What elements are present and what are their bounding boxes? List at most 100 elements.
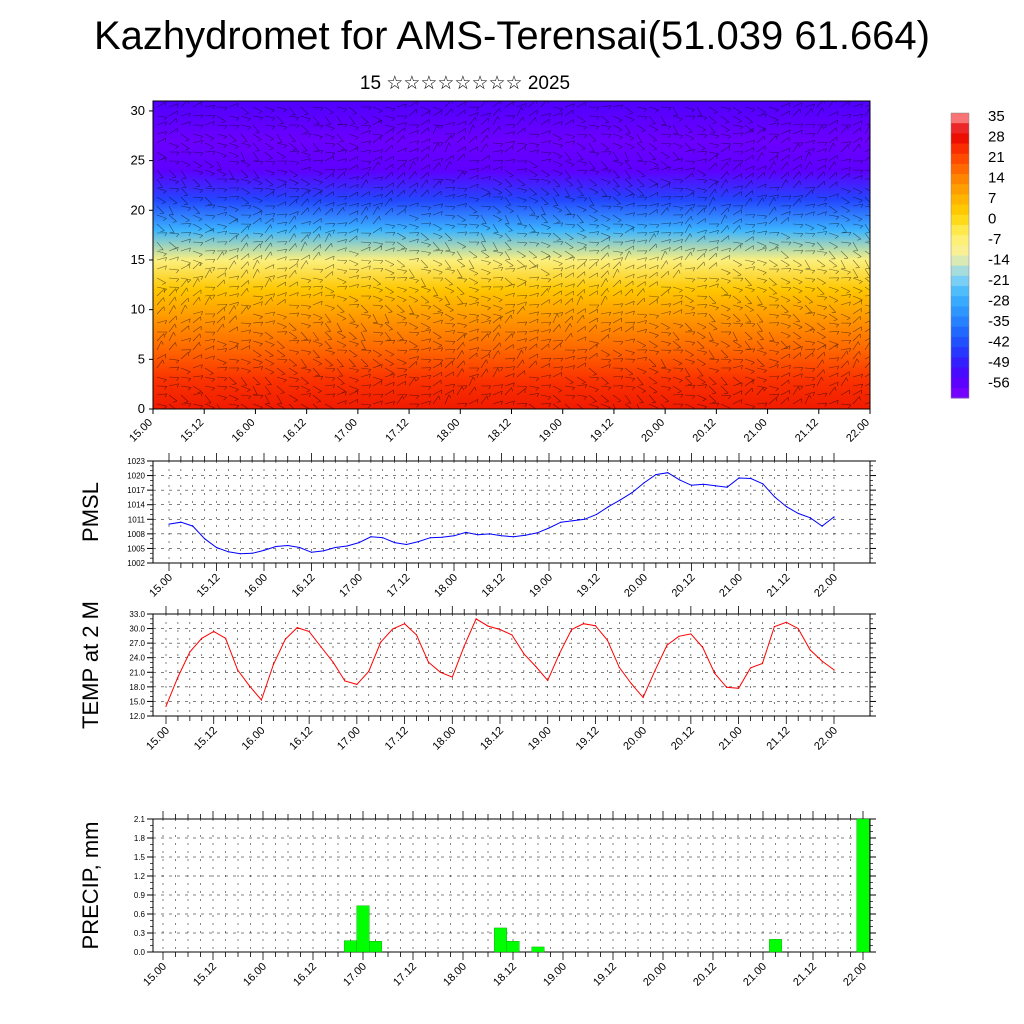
pmsl-point — [394, 542, 396, 544]
temp-x-tick-label: 17.00 — [335, 725, 363, 753]
pmsl-point — [714, 485, 716, 487]
precip-bar — [856, 818, 870, 953]
pmsl-point — [405, 543, 408, 546]
pmsl-point — [750, 477, 752, 480]
temp-x-tick-label: 16.12 — [287, 725, 315, 753]
temp-point — [451, 676, 453, 678]
temp-point — [260, 699, 263, 701]
precip-x-tick-label: 18.00 — [441, 961, 469, 989]
temp-frame — [152, 613, 871, 717]
pmsl-point — [655, 474, 657, 476]
pmsl-point — [560, 521, 562, 523]
precip-x-tick-label: 16.12 — [291, 961, 319, 989]
chart-title: Kazhydromet for AMS-Terensai(51.039 61.6… — [94, 14, 930, 58]
colorbar-swatch — [951, 387, 969, 399]
heatmap-x-tick-label: 18.12 — [486, 417, 514, 445]
pmsl-point — [358, 542, 360, 544]
pmsl-x-tick-label: 16.00 — [242, 572, 270, 600]
colorbar-swatch — [951, 153, 969, 165]
pmsl-point — [536, 532, 538, 534]
temp-point — [415, 634, 418, 636]
heatmap-x-tick-label: 20.12 — [691, 417, 719, 445]
temp-point — [392, 628, 394, 630]
precip-y-tick-label: 0.3 — [134, 929, 146, 938]
temp-point — [547, 679, 549, 682]
precip-bar — [531, 946, 545, 953]
heatmap-x-tick-label: 16.12 — [281, 417, 309, 445]
precip-bar — [344, 940, 357, 953]
pmsl-x-tick-label: 15.00 — [147, 572, 175, 600]
heatmap-x-tick-label: 21.00 — [742, 417, 770, 445]
temp-x-tick-label: 18.00 — [430, 725, 458, 753]
temp-x-tick-label: 15.12 — [192, 725, 220, 753]
precip-frame — [152, 818, 871, 953]
precip-y-axis-title: PRECIP, mm — [78, 822, 103, 950]
pmsl-point — [500, 535, 503, 537]
pmsl-point — [524, 534, 526, 536]
precip-bar — [494, 927, 507, 953]
temp-point — [189, 651, 191, 653]
pmsl-x-tick-label: 20.00 — [622, 572, 650, 600]
pmsl-point — [833, 516, 835, 518]
precip-x-tick-label: 21.00 — [741, 961, 769, 989]
pmsl-point — [204, 538, 206, 540]
pmsl-y-tick-label: 1005 — [127, 544, 145, 553]
heatmap-y-tick-label: 30 — [131, 103, 145, 118]
temp-point — [284, 638, 286, 640]
colorbar-label: -35 — [988, 313, 1010, 330]
temp-x-tick-label: 20.12 — [669, 725, 697, 753]
pmsl-point — [821, 525, 823, 527]
precip-y-tick-label: 0.0 — [134, 948, 146, 957]
pmsl-point — [762, 483, 764, 485]
temp-point — [535, 665, 537, 668]
heatmap-y-tick-label: 15 — [131, 252, 145, 267]
temp-point — [165, 705, 167, 707]
colorbar-swatch — [951, 143, 969, 155]
pmsl-x-tick-label: 21.12 — [765, 572, 793, 600]
pmsl-x-tick-label: 19.12 — [575, 572, 603, 600]
colorbar-swatch — [951, 113, 969, 124]
temp-point — [749, 667, 752, 669]
colorbar-swatch — [951, 357, 969, 368]
cross-section-panel: 0 5 10 15 20 25 30 15.00 15.12 16.00 16.12 17.00 17.… — [127, 100, 872, 445]
heatmap-x-tick-label: 20.00 — [639, 417, 667, 445]
temp-point — [785, 621, 787, 623]
precip-x-tick-label: 18.12 — [491, 961, 519, 989]
temp-point — [368, 670, 370, 672]
temp-x-tick-label: 19.12 — [574, 725, 602, 753]
temp-point — [606, 639, 608, 641]
heatmap-x-tick-label: 16.00 — [230, 417, 258, 445]
temp-y-tick-label: 21.0 — [129, 668, 145, 677]
precip-x-tick-label: 20.12 — [691, 961, 719, 989]
temp-point — [511, 634, 513, 636]
temp-point — [630, 682, 632, 685]
precip-y-tick-label: 0.6 — [134, 910, 146, 919]
temp-x-tick-label: 21.12 — [764, 725, 792, 753]
temp-point — [821, 660, 823, 662]
temp-y-tick-label: 18.0 — [129, 683, 145, 692]
precip-x-tick-label: 16.00 — [241, 961, 269, 989]
colorbar-label: 21 — [988, 149, 1005, 166]
colorbar-label: -14 — [988, 252, 1010, 269]
temp-point — [487, 625, 489, 627]
pmsl-point — [679, 479, 681, 481]
pmsl-y-tick-label: 1002 — [127, 559, 145, 568]
pmsl-point — [785, 506, 788, 508]
temp-panel: 12.0 15.0 18.0 21.0 24.0 27.0 30.0 33.0 15.00 15.… — [78, 601, 876, 753]
pmsl-point — [239, 553, 241, 555]
temp-x-tick-label: 19.00 — [526, 725, 554, 753]
colorbar-label: -21 — [988, 272, 1010, 289]
pmsl-x-tick-label: 22.00 — [812, 572, 840, 600]
heatmap-x-tick-label: 19.00 — [537, 417, 565, 445]
temp-point — [690, 633, 692, 635]
precip-x-tick-label: 20.00 — [641, 961, 669, 989]
temp-point — [714, 672, 716, 674]
temp-point — [773, 626, 775, 628]
wind-barbs — [156, 101, 870, 409]
pmsl-point — [809, 517, 811, 519]
temp-x-tick-label: 16.00 — [240, 725, 268, 753]
pmsl-y-tick-label: 1023 — [127, 457, 145, 466]
precip-x-tick-label: 15.00 — [141, 961, 169, 989]
heatmap-x-tick-label: 17.12 — [383, 417, 411, 445]
colorbar-swatch — [951, 214, 969, 226]
